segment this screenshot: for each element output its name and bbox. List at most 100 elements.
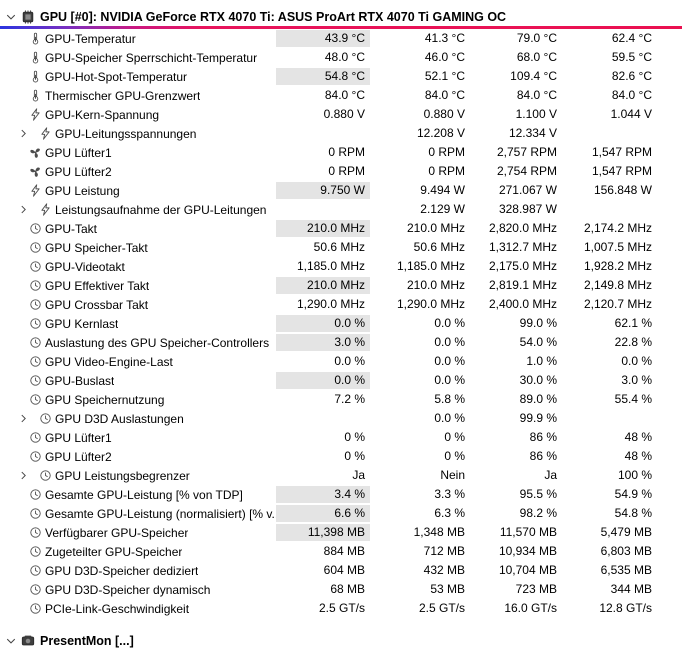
gpu-section-header[interactable]: GPU [#0]: NVIDIA GeForce RTX 4070 Ti: AS… (0, 0, 682, 25)
clock-icon (29, 488, 42, 501)
sensor-row[interactable]: GPU Leistungsbegrenzer Ja Nein Ja 100 % (0, 466, 682, 485)
sensor-row[interactable]: GPU Lüfter1 0 RPM 0 RPM 2,757 RPM 1,547 RPM (0, 143, 682, 162)
sensor-label: GPU-Speicher Sperrschicht-Temperatur (45, 50, 258, 65)
sensor-lead: Verfügbarer GPU-Speicher (0, 526, 276, 540)
chevron-right-icon[interactable] (18, 128, 29, 139)
value-minimum: 5.8 % (434, 392, 465, 406)
sensor-row[interactable]: GPU-Leitungsspannungen 12.208 V 12.334 V (0, 124, 682, 143)
sensor-row[interactable]: GPU-Kern-Spannung 0.880 V 0.880 V 1.100 V 1.… (0, 105, 682, 124)
sensor-label: PCIe-Link-Geschwindigkeit (45, 601, 190, 616)
sensor-row[interactable]: Leistungsaufnahme der GPU-Leitungen 2.129… (0, 200, 682, 219)
value-maximum: 2,400.0 MHz (488, 297, 557, 311)
value-current: 50.6 MHz (313, 240, 365, 254)
presentmon-section-header[interactable]: PresentMon [...] (0, 632, 682, 649)
value-minimum: 0.0 % (434, 373, 465, 387)
value-current: 7.2 % (334, 392, 365, 406)
sensor-label: GPU Video-Engine-Last (45, 354, 173, 369)
sensor-label: GPU Lüfter1 (45, 430, 112, 445)
value-current: 43.9 °C (276, 30, 370, 47)
sensor-lead: Auslastung des GPU Speicher-Controllers (0, 336, 276, 350)
sensor-label: GPU Speichernutzung (45, 392, 165, 407)
sensor-table: GPU-Temperatur 43.9 °C 41.3 °C 79.0 °C 62.4 … (0, 29, 682, 618)
value-minimum: 2.5 GT/s (418, 601, 465, 615)
sensor-label: GPU Speicher-Takt (45, 240, 148, 255)
clock-icon (29, 260, 42, 273)
value-average: 1,547 RPM (591, 164, 652, 178)
chevron-right-icon[interactable] (18, 470, 29, 481)
chevron-down-icon[interactable] (5, 635, 17, 647)
sensor-row[interactable]: Thermischer GPU-Grenzwert 84.0 °C 84.0 °C 8… (0, 86, 682, 105)
sensor-row[interactable]: GPU Lüfter1 0 % 0 % 86 % 48 % (0, 428, 682, 447)
value-maximum: 30.0 % (519, 373, 557, 387)
sensor-label: GPU-Temperatur (45, 31, 136, 46)
value-maximum: 16.0 GT/s (504, 601, 557, 615)
sensor-row[interactable]: GPU D3D-Speicher dynamisch 68 MB 53 MB 723 … (0, 580, 682, 599)
value-average: 62.1 % (614, 316, 652, 330)
value-average (562, 125, 657, 142)
sensor-row[interactable]: GPU Speicher-Takt 50.6 MHz 50.6 MHz 1,312.7… (0, 238, 682, 257)
sensor-row[interactable]: PCIe-Link-Geschwindigkeit 2.5 GT/s 2.5 GT/… (0, 599, 682, 618)
chevron-right-icon[interactable] (18, 204, 29, 215)
value-maximum: 86 % (529, 449, 557, 463)
value-current (276, 410, 370, 427)
sensor-row[interactable]: GPU-Temperatur 43.9 °C 41.3 °C 79.0 °C 62.4 … (0, 29, 682, 48)
clock-icon (29, 431, 42, 444)
value-current: 2.5 GT/s (318, 601, 365, 615)
value-current: Ja (352, 468, 365, 482)
thermometer-icon (29, 70, 42, 83)
sensor-row[interactable]: GPU-Buslast 0.0 % 0.0 % 30.0 % 3.0 % (0, 371, 682, 390)
value-maximum: 2,175.0 MHz (488, 259, 557, 273)
sensor-row[interactable]: GPU-Speicher Sperrschicht-Temperatur 48.0… (0, 48, 682, 67)
sensor-row[interactable]: GPU Effektiver Takt 210.0 MHz 210.0 MHz 2,8… (0, 276, 682, 295)
value-minimum: 0 % (444, 430, 465, 444)
value-average: 84.0 °C (611, 88, 652, 102)
sensor-row[interactable]: GPU-Videotakt 1,185.0 MHz 1,185.0 MHz 2,175… (0, 257, 682, 276)
chevron-right-icon[interactable] (18, 413, 29, 424)
sensor-row[interactable]: Zugeteilter GPU-Speicher 884 MB 712 MB 10,9… (0, 542, 682, 561)
value-current: 0.0 % (276, 315, 370, 332)
value-maximum: 1.0 % (526, 354, 557, 368)
value-maximum: 10,934 MB (498, 544, 557, 558)
sensor-row[interactable]: GPU Lüfter2 0 RPM 0 RPM 2,754 RPM 1,547 RPM (0, 162, 682, 181)
sensor-row[interactable]: Auslastung des GPU Speicher-Controllers 3… (0, 333, 682, 352)
clock-icon (39, 469, 52, 482)
value-minimum: 2.129 W (420, 202, 465, 216)
value-minimum: 84.0 °C (424, 88, 465, 102)
sensor-label: GPU Lüfter2 (45, 449, 112, 464)
sensor-label: Gesamte GPU-Leistung [% von TDP] (45, 487, 243, 502)
value-current (276, 201, 370, 218)
sensor-label: Thermischer GPU-Grenzwert (45, 88, 201, 103)
sensor-row[interactable]: GPU Video-Engine-Last 0.0 % 0.0 % 1.0 % 0.0 … (0, 352, 682, 371)
sensor-row[interactable]: Verfügbarer GPU-Speicher 11,398 MB 1,348 M… (0, 523, 682, 542)
value-maximum: 2,820.0 MHz (488, 221, 557, 235)
sensor-row[interactable]: GPU Speichernutzung 7.2 % 5.8 % 89.0 % 55.4 … (0, 390, 682, 409)
value-maximum: 1,312.7 MHz (488, 240, 557, 254)
value-average: 156.848 W (593, 183, 652, 197)
value-current: 210.0 MHz (276, 220, 370, 237)
value-minimum: 0.0 % (434, 316, 465, 330)
sensor-row[interactable]: GPU-Takt 210.0 MHz 210.0 MHz 2,820.0 MHz 2,1… (0, 219, 682, 238)
sensor-label: GPU-Leitungsspannungen (55, 126, 197, 141)
sensor-row[interactable]: GPU D3D Auslastungen 0.0 % 99.9 % (0, 409, 682, 428)
sensor-row[interactable]: Gesamte GPU-Leistung (normalisiert) [% v… (0, 504, 682, 523)
sensor-row[interactable]: GPU D3D-Speicher dediziert 604 MB 432 MB 10… (0, 561, 682, 580)
value-maximum: 723 MB (515, 582, 557, 596)
sensor-row[interactable]: GPU Crossbar Takt 1,290.0 MHz 1,290.0 MHz 2… (0, 295, 682, 314)
value-average: 48 % (624, 430, 652, 444)
sensor-row[interactable]: GPU Lüfter2 0 % 0 % 86 % 48 % (0, 447, 682, 466)
value-average: 2,120.7 MHz (583, 297, 652, 311)
sensor-row[interactable]: Gesamte GPU-Leistung [% von TDP] 3.4 % 3.3… (0, 485, 682, 504)
sensor-row[interactable]: GPU-Hot-Spot-Temperatur 54.8 °C 52.1 °C 109… (0, 67, 682, 86)
sensor-row[interactable]: GPU Leistung 9.750 W 9.494 W 271.067 W 156.8… (0, 181, 682, 200)
value-current: 210.0 MHz (276, 277, 370, 294)
value-minimum: 0.0 % (434, 354, 465, 368)
presentmon-section-title: PresentMon [...] (40, 633, 134, 648)
value-current: 0 % (344, 449, 365, 463)
lightning-icon (29, 108, 42, 121)
sensor-row[interactable]: GPU Kernlast 0.0 % 0.0 % 99.0 % 62.1 % (0, 314, 682, 333)
value-maximum: 328.987 W (498, 202, 557, 216)
chevron-down-icon[interactable] (5, 11, 17, 23)
sensor-lead: GPU Lüfter2 (0, 165, 276, 179)
value-average (562, 410, 657, 427)
